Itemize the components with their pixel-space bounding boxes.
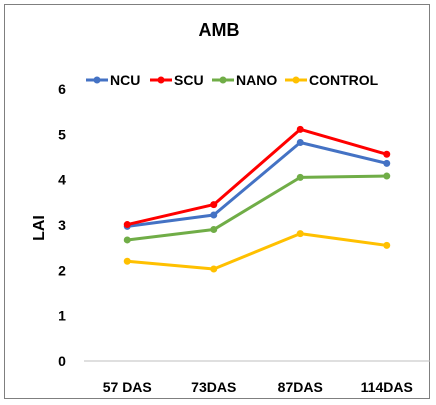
data-point-control — [296, 230, 304, 238]
legend-marker-ncu — [93, 76, 101, 84]
data-point-control — [210, 265, 218, 273]
data-point-ncu — [296, 138, 304, 146]
series-line-ncu — [127, 140, 388, 228]
data-point-control — [123, 257, 131, 265]
series-line-nano — [127, 174, 387, 242]
data-point-nano — [210, 226, 218, 234]
y-axis-label: LAI — [31, 215, 48, 241]
chart-title: AMB — [199, 20, 240, 40]
legend-label-control: CONTROL — [309, 72, 379, 88]
data-point-scu — [123, 221, 131, 229]
data-point-nano — [123, 236, 131, 244]
series-group — [123, 125, 391, 273]
x-tick-label: 73DAS — [191, 379, 236, 395]
y-tick-label: 4 — [58, 172, 66, 188]
legend-marker-scu — [157, 76, 165, 84]
y-axis-ticks: 0 1 2 3 4 5 6 — [58, 81, 66, 369]
data-point-ncu — [210, 211, 218, 219]
legend: NCU SCU NANO CONTROL — [86, 72, 379, 88]
legend-label-ncu: NCU — [110, 72, 140, 88]
legend-marker-control — [292, 76, 300, 84]
x-tick-label: 114DAS — [361, 379, 413, 395]
y-tick-label: 5 — [58, 126, 66, 142]
x-axis-ticks: 57 DAS 73DAS 87DAS 114DAS — [103, 379, 413, 395]
data-point-nano — [383, 172, 391, 180]
data-point-scu — [210, 201, 218, 209]
data-point-scu — [383, 150, 391, 158]
y-tick-label: 0 — [58, 353, 66, 369]
x-tick-label: 57 DAS — [103, 379, 152, 395]
legend-label-nano: NANO — [236, 72, 277, 88]
y-tick-label: 2 — [58, 262, 66, 278]
data-point-ncu — [383, 159, 391, 167]
series-line-scu — [126, 127, 388, 227]
legend-label-scu: SCU — [174, 72, 204, 88]
y-tick-label: 6 — [58, 81, 66, 97]
data-point-scu — [296, 125, 304, 133]
x-tick-label: 87DAS — [278, 379, 323, 395]
y-tick-label: 3 — [58, 217, 66, 233]
series-line-control — [127, 232, 387, 271]
y-tick-label: 1 — [58, 308, 66, 324]
legend-marker-nano — [219, 76, 227, 84]
data-point-control — [383, 241, 391, 249]
data-point-nano — [296, 173, 304, 181]
